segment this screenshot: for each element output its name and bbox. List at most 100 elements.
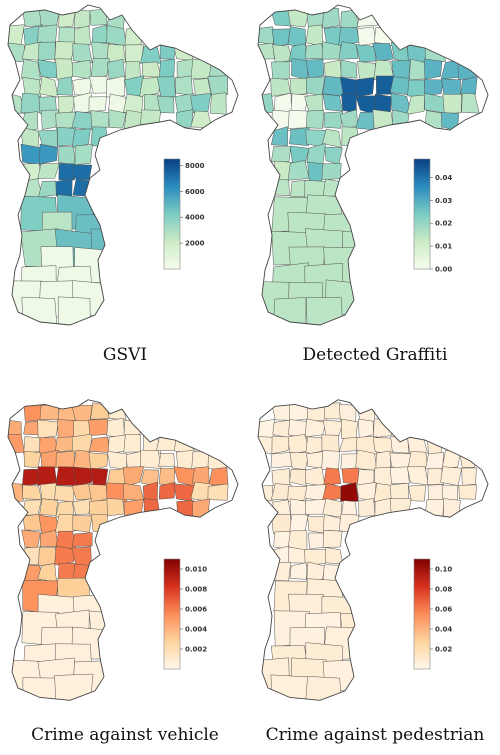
- map-vehicle: [7, 399, 239, 701]
- district: [424, 79, 444, 96]
- district: [341, 467, 360, 485]
- district: [207, 483, 229, 501]
- district: [190, 92, 212, 113]
- district: [55, 58, 74, 81]
- caption-vehicle: Crime against vehicle: [31, 725, 219, 745]
- district: [407, 79, 426, 97]
- district: [441, 112, 460, 132]
- district: [39, 75, 59, 98]
- district: [21, 499, 42, 516]
- district: [289, 127, 310, 147]
- district: [23, 546, 42, 565]
- district: [108, 109, 127, 129]
- district: [324, 402, 342, 420]
- district: [272, 419, 292, 439]
- district: [322, 7, 340, 29]
- district: [356, 402, 376, 423]
- district: [37, 563, 57, 583]
- district: [156, 76, 177, 98]
- district: [321, 450, 340, 470]
- map-outline: [7, 399, 239, 701]
- district: [407, 451, 429, 469]
- district: [389, 498, 412, 519]
- map-districts: [258, 7, 480, 325]
- district: [106, 498, 125, 517]
- district: [37, 24, 58, 44]
- district: [123, 93, 144, 114]
- district: [8, 482, 24, 502]
- district: [71, 128, 91, 149]
- district: [107, 404, 127, 421]
- district: [389, 466, 410, 485]
- district: [90, 467, 109, 487]
- district: [207, 449, 228, 471]
- district: [72, 77, 93, 96]
- district: [38, 180, 58, 198]
- district: [8, 433, 25, 454]
- caption-gsvi: GSVI: [102, 345, 148, 365]
- district: [106, 25, 128, 47]
- district: [355, 44, 377, 63]
- district: [106, 451, 128, 470]
- district: [123, 483, 145, 501]
- district: [58, 163, 75, 181]
- district: [304, 42, 326, 60]
- district: [57, 562, 76, 581]
- map-pedestrian: [257, 399, 489, 701]
- district: [408, 484, 427, 502]
- panel-graffiti: 0.04 0.03 0.02 0.01 0.00 Detected Graffiti: [250, 0, 500, 380]
- district: [287, 26, 307, 47]
- district: [58, 95, 76, 115]
- district: [440, 466, 463, 486]
- district: [322, 529, 343, 548]
- district: [306, 297, 343, 325]
- district: [20, 93, 42, 114]
- district: [39, 143, 58, 165]
- district: [304, 93, 324, 113]
- colorbar-tick-label: 4000: [185, 214, 205, 222]
- district: [71, 532, 93, 547]
- colorbar-tick-label: 0.03: [435, 197, 452, 205]
- district: [39, 482, 59, 501]
- district: [338, 41, 359, 60]
- district: [192, 498, 210, 519]
- district: [20, 143, 42, 166]
- district: [258, 43, 275, 60]
- panel-gsvi: 8000 6000 4000 2000 GSVI: [0, 0, 250, 380]
- district: [287, 530, 308, 551]
- district: [289, 145, 310, 164]
- district: [324, 146, 343, 165]
- district: [423, 58, 443, 80]
- district: [322, 498, 343, 518]
- district: [291, 58, 309, 81]
- district: [406, 434, 428, 454]
- map-outline: [7, 4, 239, 326]
- district: [306, 143, 326, 165]
- district: [37, 59, 58, 79]
- colorbar-vehicle: 0.010 0.008 0.006 0.004 0.002: [163, 558, 207, 670]
- colorbar-tick-label: 6000: [185, 188, 205, 196]
- district: [57, 419, 76, 439]
- district: [305, 24, 324, 47]
- district: [90, 110, 110, 130]
- colorbar-tick-label: 2000: [185, 240, 205, 248]
- district: [141, 61, 162, 78]
- district: [323, 467, 342, 486]
- district: [389, 76, 411, 96]
- district: [461, 467, 477, 486]
- district: [406, 466, 429, 486]
- district: [321, 434, 340, 453]
- district: [304, 549, 327, 567]
- colorbar-graffiti: 0.04 0.03 0.02 0.01 0.00: [413, 158, 452, 274]
- district: [304, 484, 326, 502]
- district: [91, 513, 108, 534]
- colorbar-tick-label: 0.00: [435, 266, 452, 274]
- district: [270, 146, 292, 163]
- district: [258, 26, 274, 45]
- district: [139, 76, 162, 97]
- district: [341, 93, 357, 114]
- district: [321, 163, 342, 180]
- district: [124, 44, 144, 63]
- caption-pedestrian: Crime against pedestrian: [265, 725, 485, 745]
- district: [174, 75, 193, 96]
